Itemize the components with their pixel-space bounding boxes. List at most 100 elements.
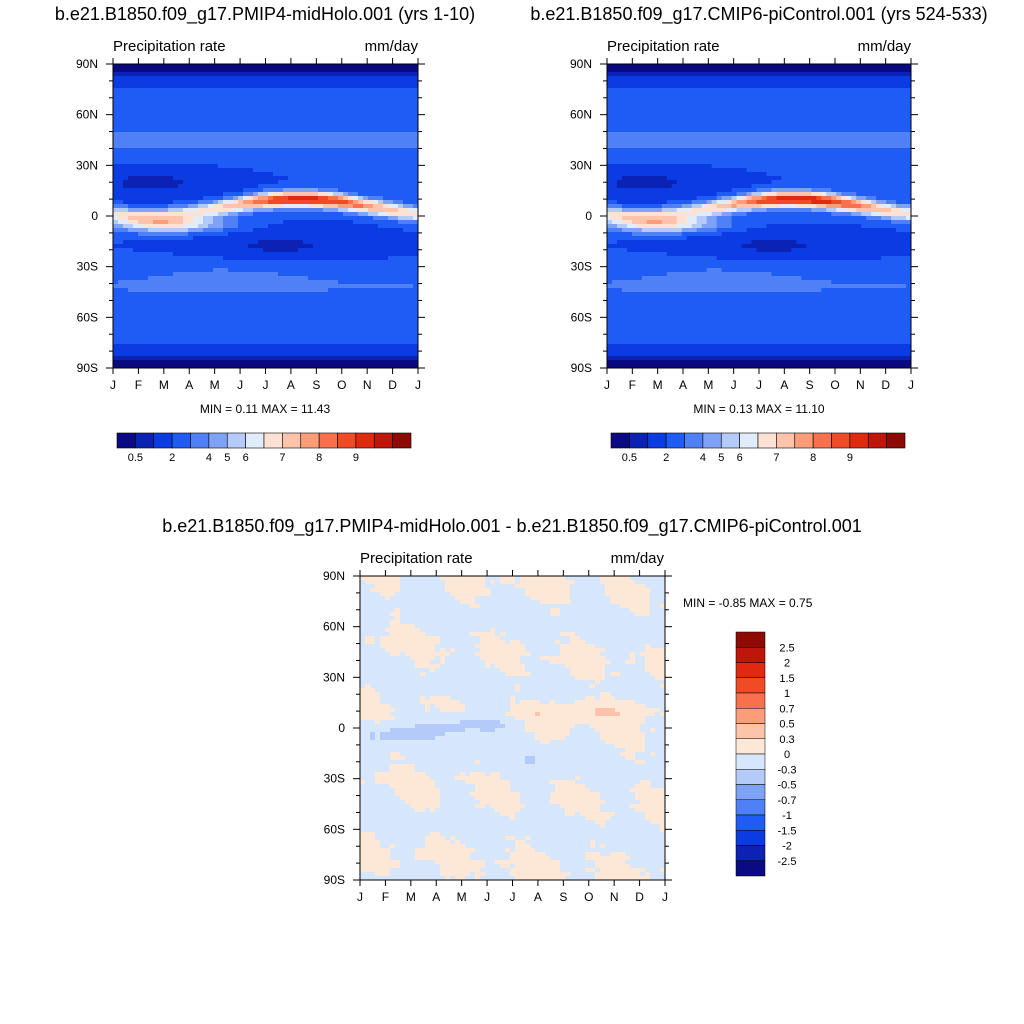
field-cell bbox=[188, 276, 194, 281]
field-cell bbox=[661, 64, 668, 69]
field-cell bbox=[213, 300, 219, 305]
field-cell bbox=[333, 200, 339, 205]
field-cell bbox=[288, 72, 294, 77]
field-cell bbox=[278, 356, 284, 361]
field-cell bbox=[128, 264, 134, 269]
field-cell bbox=[273, 124, 279, 129]
field-cell bbox=[198, 212, 204, 217]
field-cell bbox=[373, 240, 379, 245]
field-cell bbox=[143, 208, 149, 213]
field-cell bbox=[303, 224, 309, 229]
field-cell bbox=[383, 164, 389, 169]
field-cell bbox=[861, 72, 867, 77]
field-cell bbox=[208, 132, 214, 137]
field-cell bbox=[313, 292, 319, 297]
field-cell bbox=[143, 196, 149, 201]
field-cell bbox=[198, 336, 204, 341]
field-cell bbox=[696, 76, 703, 81]
field-cell bbox=[328, 228, 334, 233]
field-cell bbox=[263, 76, 269, 81]
field-cell bbox=[323, 248, 329, 253]
field-cell bbox=[278, 268, 284, 273]
field-cell bbox=[248, 204, 254, 209]
field-cell bbox=[403, 180, 409, 185]
field-cell bbox=[238, 204, 244, 209]
field-cell bbox=[198, 100, 204, 105]
field-cell bbox=[413, 152, 418, 157]
field-cell bbox=[298, 188, 304, 193]
field-cell bbox=[303, 64, 309, 69]
field-cell bbox=[781, 72, 788, 77]
field-cell bbox=[248, 288, 254, 293]
field-cell bbox=[188, 160, 194, 165]
field-cell bbox=[178, 284, 184, 289]
field-cell bbox=[218, 340, 224, 345]
field-cell bbox=[223, 332, 229, 337]
field-cell bbox=[363, 68, 369, 73]
field-cell bbox=[178, 112, 184, 117]
field-cell bbox=[368, 164, 374, 169]
field-cell bbox=[263, 208, 269, 213]
field-cell bbox=[353, 196, 359, 201]
field-cell bbox=[198, 172, 204, 177]
field-cell bbox=[243, 120, 249, 125]
field-cell bbox=[258, 144, 264, 149]
field-cell bbox=[293, 208, 299, 213]
field-cell bbox=[153, 280, 159, 285]
field-cell bbox=[128, 332, 134, 337]
field-cell bbox=[293, 280, 299, 285]
field-cell bbox=[353, 160, 359, 165]
field-cell bbox=[283, 312, 289, 317]
field-cell bbox=[233, 148, 239, 153]
field-cell bbox=[413, 364, 418, 368]
field-cell bbox=[378, 88, 384, 93]
field-cell bbox=[113, 84, 119, 89]
field-cell bbox=[123, 312, 129, 317]
field-cell bbox=[233, 180, 239, 185]
field-cell bbox=[193, 164, 199, 169]
field-cell bbox=[113, 156, 119, 161]
field-cell bbox=[128, 364, 134, 368]
field-cell bbox=[253, 184, 259, 189]
field-cell bbox=[343, 316, 349, 321]
field-cell bbox=[343, 348, 349, 353]
field-cell bbox=[388, 200, 394, 205]
field-cell bbox=[188, 192, 194, 197]
field-cell bbox=[308, 216, 314, 221]
field-cell bbox=[143, 352, 149, 357]
field-cell bbox=[398, 208, 404, 213]
field-cell bbox=[288, 244, 294, 249]
field-cell bbox=[373, 116, 379, 121]
field-cell bbox=[273, 76, 279, 81]
field-cell bbox=[288, 184, 294, 189]
field-cell bbox=[293, 228, 299, 233]
field-cell bbox=[178, 280, 184, 285]
field-cell bbox=[383, 348, 389, 353]
field-cell bbox=[183, 328, 189, 333]
field-cell bbox=[163, 232, 169, 237]
field-cell bbox=[358, 252, 364, 257]
field-cell bbox=[118, 280, 124, 285]
field-cell bbox=[293, 288, 299, 293]
field-cell bbox=[238, 344, 244, 349]
field-cell bbox=[153, 136, 159, 141]
field-cell bbox=[358, 324, 364, 329]
field-cell bbox=[363, 100, 369, 105]
field-cell bbox=[113, 88, 119, 93]
field-cell bbox=[173, 160, 179, 165]
field-cell bbox=[263, 248, 269, 253]
field-cell bbox=[163, 204, 169, 209]
field-cell bbox=[123, 260, 129, 265]
field-cell bbox=[343, 84, 349, 89]
field-cell bbox=[198, 188, 204, 193]
field-cell bbox=[218, 256, 224, 261]
field-cell bbox=[283, 248, 289, 253]
field-cell bbox=[183, 88, 189, 93]
field-cell bbox=[233, 348, 239, 353]
field-cell bbox=[388, 112, 394, 117]
field-cell bbox=[218, 324, 224, 329]
field-cell bbox=[243, 148, 249, 153]
field-cell bbox=[228, 216, 234, 221]
field-cell bbox=[203, 144, 209, 149]
field-cell bbox=[348, 356, 354, 361]
